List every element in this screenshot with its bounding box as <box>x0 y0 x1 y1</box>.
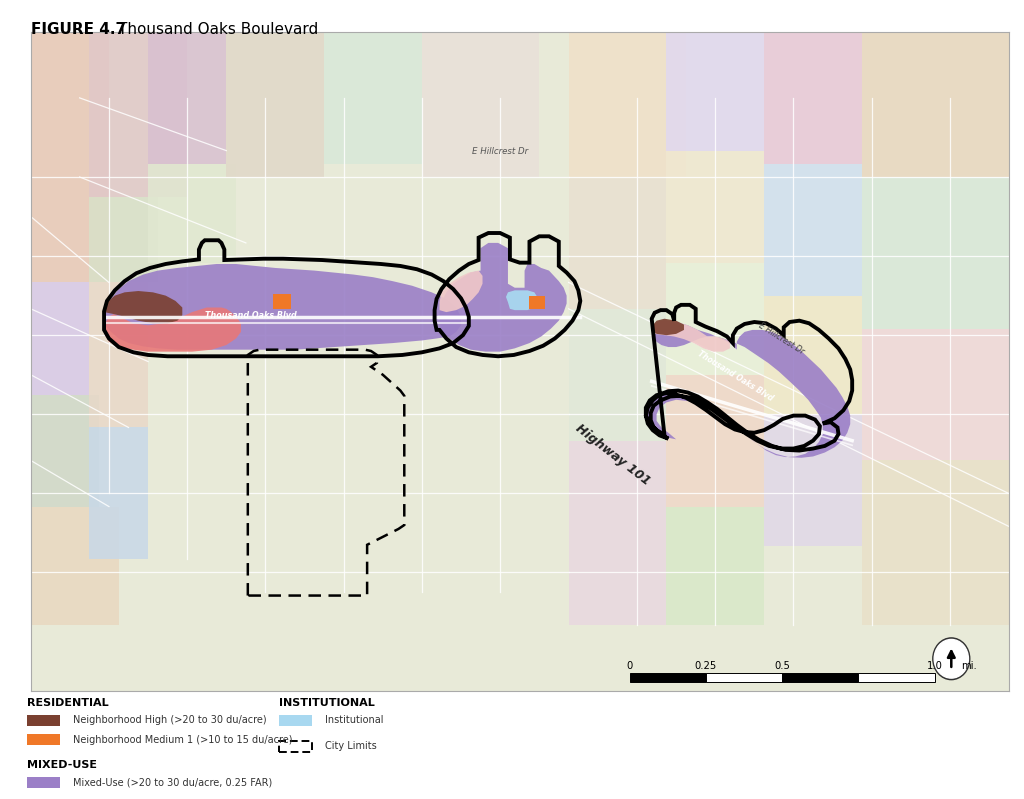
Polygon shape <box>506 290 538 310</box>
Polygon shape <box>104 291 182 324</box>
Bar <box>89 32 187 197</box>
Bar <box>27 734 60 745</box>
Text: City Limits: City Limits <box>325 741 377 751</box>
Bar <box>862 460 1009 625</box>
Bar <box>568 177 667 309</box>
Polygon shape <box>647 320 850 458</box>
Bar <box>764 164 862 296</box>
Bar <box>862 328 1009 460</box>
Text: Thousand Oaks Blvd: Thousand Oaks Blvd <box>205 311 297 320</box>
Bar <box>324 32 422 164</box>
Polygon shape <box>439 271 482 312</box>
Text: Highway 101: Highway 101 <box>572 422 652 488</box>
Bar <box>279 741 312 752</box>
Bar <box>279 715 312 725</box>
Bar <box>667 263 764 375</box>
Bar <box>31 395 99 507</box>
Circle shape <box>933 638 970 680</box>
Polygon shape <box>104 264 461 350</box>
Text: MIXED-USE: MIXED-USE <box>27 760 96 770</box>
Bar <box>568 440 667 625</box>
Bar <box>568 32 686 177</box>
Text: 0.5: 0.5 <box>774 661 791 670</box>
Bar <box>226 32 324 177</box>
Text: E Hillcrest Dr: E Hillcrest Dr <box>472 148 528 157</box>
Text: Neighborhood Medium 1 (>10 to 15 du/acre): Neighborhood Medium 1 (>10 to 15 du/acre… <box>73 734 292 745</box>
Bar <box>667 150 764 263</box>
Bar <box>764 414 862 547</box>
Polygon shape <box>439 243 566 352</box>
Text: mi.: mi. <box>962 661 977 670</box>
Polygon shape <box>104 308 241 352</box>
Bar <box>667 507 764 625</box>
Bar <box>630 673 706 682</box>
Bar <box>568 308 667 441</box>
Bar <box>667 32 764 151</box>
Bar <box>782 673 858 682</box>
Bar <box>858 673 935 682</box>
Bar <box>89 197 158 283</box>
Bar <box>27 715 60 725</box>
Text: Thousand Oaks Blvd: Thousand Oaks Blvd <box>695 349 774 403</box>
Bar <box>667 375 764 507</box>
Bar <box>31 32 109 283</box>
Bar <box>706 673 782 682</box>
Bar <box>764 32 862 164</box>
Text: 1.0: 1.0 <box>927 661 943 670</box>
Polygon shape <box>651 320 730 352</box>
Bar <box>27 777 60 788</box>
Text: Neighborhood High (>20 to 30 du/acre): Neighborhood High (>20 to 30 du/acre) <box>73 715 266 725</box>
Bar <box>529 296 545 309</box>
Bar <box>89 427 148 559</box>
Polygon shape <box>651 319 684 336</box>
Bar <box>862 177 1009 328</box>
Bar <box>148 164 237 263</box>
Bar <box>148 32 226 164</box>
Text: 0.25: 0.25 <box>695 661 717 670</box>
Bar <box>89 283 148 427</box>
Text: Thousand Oaks Boulevard: Thousand Oaks Boulevard <box>118 22 318 38</box>
Bar <box>31 283 89 395</box>
Text: Institutional: Institutional <box>325 715 383 725</box>
Text: FIGURE 4.7: FIGURE 4.7 <box>31 22 126 38</box>
Bar <box>273 294 291 309</box>
Text: INSTITUTIONAL: INSTITUTIONAL <box>279 698 375 708</box>
Circle shape <box>934 639 969 678</box>
Bar <box>31 507 119 625</box>
Text: 0: 0 <box>627 661 633 670</box>
Text: Mixed-Use (>20 to 30 du/acre, 0.25 FAR): Mixed-Use (>20 to 30 du/acre, 0.25 FAR) <box>73 777 272 788</box>
Bar <box>764 296 862 414</box>
Text: RESIDENTIAL: RESIDENTIAL <box>27 698 109 708</box>
Bar <box>422 32 540 177</box>
Bar <box>862 32 1009 177</box>
Text: E Hillcrest Dr: E Hillcrest Dr <box>758 321 806 356</box>
